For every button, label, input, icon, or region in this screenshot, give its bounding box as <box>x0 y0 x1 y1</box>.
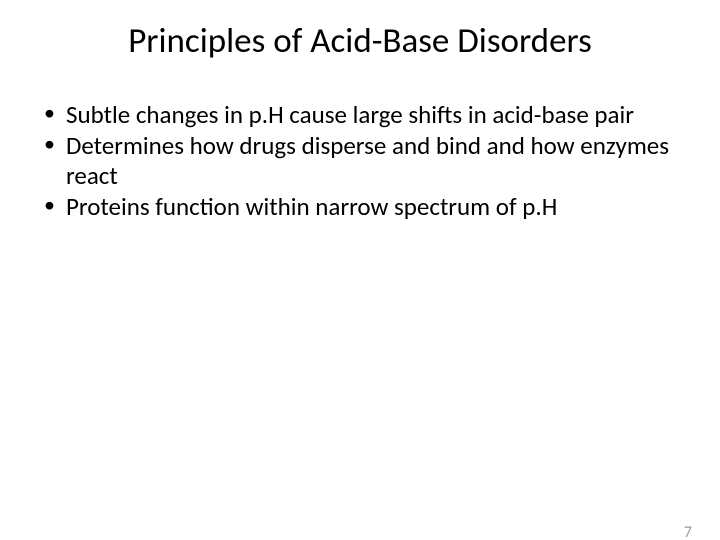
slide-title: Principles of Acid-Base Disorders <box>0 20 720 62</box>
bullet-item: Subtle changes in p.H cause large shifts… <box>42 100 678 131</box>
slide-content: Subtle changes in p.H cause large shifts… <box>0 100 720 222</box>
slide-container: Principles of Acid-Base Disorders Subtle… <box>0 20 720 540</box>
page-number: 7 <box>684 523 692 540</box>
bullet-list: Subtle changes in p.H cause large shifts… <box>42 100 678 222</box>
bullet-item: Proteins function within narrow spectrum… <box>42 192 678 223</box>
bullet-item: Determines how drugs disperse and bind a… <box>42 131 678 192</box>
